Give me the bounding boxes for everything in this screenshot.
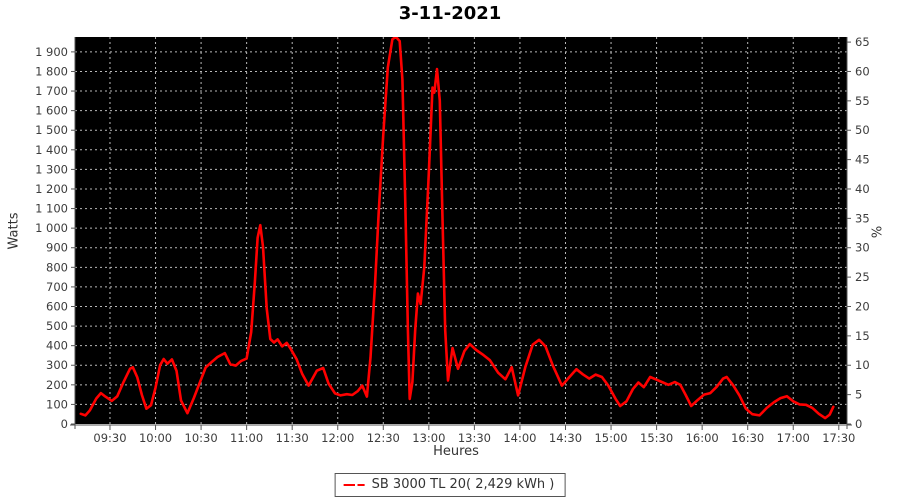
time-tick-label: 15:30 [640,431,673,445]
time-tick-label: 13:30 [458,431,491,445]
time-tick-label: 13:00 [412,431,445,445]
chart-title: 3-11-2021 [398,3,502,24]
watts-tick-label: 1 200 [35,182,68,196]
watts-tick-label: 1 000 [35,221,68,235]
watts-tick-label: 1 800 [35,64,68,78]
watts-tick-label: 400 [46,339,68,353]
watts-tick-label: 1 300 [35,162,68,176]
percent-tick-label: 25 [855,270,870,284]
time-tick-label: 11:30 [276,431,309,445]
plot-area [75,37,847,424]
time-tick-label: 12:30 [367,431,400,445]
time-tick-label: 14:00 [503,431,536,445]
watts-tick-label: 1 700 [35,84,68,98]
percent-tick-label: 5 [855,388,862,402]
time-tick-label: 16:00 [686,431,719,445]
watts-tick-label: 0 [61,417,68,431]
time-tick-label: 16:30 [731,431,764,445]
percent-tick-label: 40 [855,182,870,196]
percent-tick-label: 35 [855,211,870,225]
watts-tick-label: 600 [46,299,68,313]
time-tick-label: 17:00 [777,431,810,445]
time-tick-label: 14:30 [549,431,582,445]
watts-tick-label: 200 [46,378,68,392]
time-tick-label: 15:00 [594,431,627,445]
percent-tick-label: 0 [855,417,862,431]
percent-tick-label: 15 [855,329,870,343]
percent-tick-label: 30 [855,241,870,255]
watts-tick-label: 1 100 [35,202,68,216]
time-tick-label: 12:00 [321,431,354,445]
time-tick-label: 10:00 [139,431,172,445]
time-tick-label: 10:30 [185,431,218,445]
watts-tick-label: 1 600 [35,104,68,118]
percent-tick-label: 60 [855,64,870,78]
percent-tick-label: 45 [855,153,870,167]
watts-tick-label: 1 900 [35,45,68,59]
y-axis-title-watts: Watts [6,212,22,250]
y-axis-title-percent: % [870,225,886,239]
time-tick-label: 17:30 [822,431,855,445]
legend: SB 3000 TL 20( 2,429 kWh ) [334,473,566,497]
watts-tick-label: 800 [46,260,68,274]
series-line-marker [343,483,365,486]
watts-tick-label: 1 500 [35,123,68,137]
percent-tick-label: 65 [855,35,870,49]
power-series-line [79,37,835,420]
watts-tick-label: 100 [46,397,68,411]
watts-tick-label: 900 [46,241,68,255]
percent-tick-label: 20 [855,299,870,313]
x-axis-title-heures: Heures [433,444,479,459]
percent-tick-label: 10 [855,358,870,372]
time-tick-label: 09:30 [93,431,126,445]
percent-tick-label: 50 [855,123,870,137]
watts-tick-label: 500 [46,319,68,333]
watts-tick-label: 300 [46,358,68,372]
watts-tick-label: 1 400 [35,143,68,157]
legend-label: SB 3000 TL 20( 2,429 kWh ) [371,477,555,492]
time-tick-label: 11:00 [230,431,263,445]
watts-tick-label: 700 [46,280,68,294]
percent-tick-label: 55 [855,94,870,108]
